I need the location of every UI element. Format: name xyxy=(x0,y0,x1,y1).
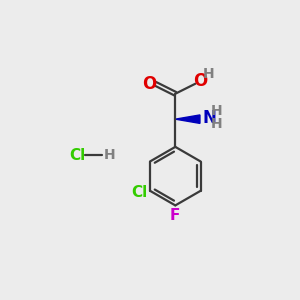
Text: N: N xyxy=(202,109,216,127)
Text: H: H xyxy=(211,117,223,131)
Text: H: H xyxy=(103,148,115,162)
Text: O: O xyxy=(194,72,208,90)
Text: O: O xyxy=(142,75,156,93)
Text: Cl: Cl xyxy=(131,185,147,200)
Text: H: H xyxy=(202,68,214,82)
Text: H: H xyxy=(211,104,223,118)
Text: F: F xyxy=(170,208,181,223)
Polygon shape xyxy=(175,115,200,123)
Text: Cl: Cl xyxy=(69,148,85,163)
